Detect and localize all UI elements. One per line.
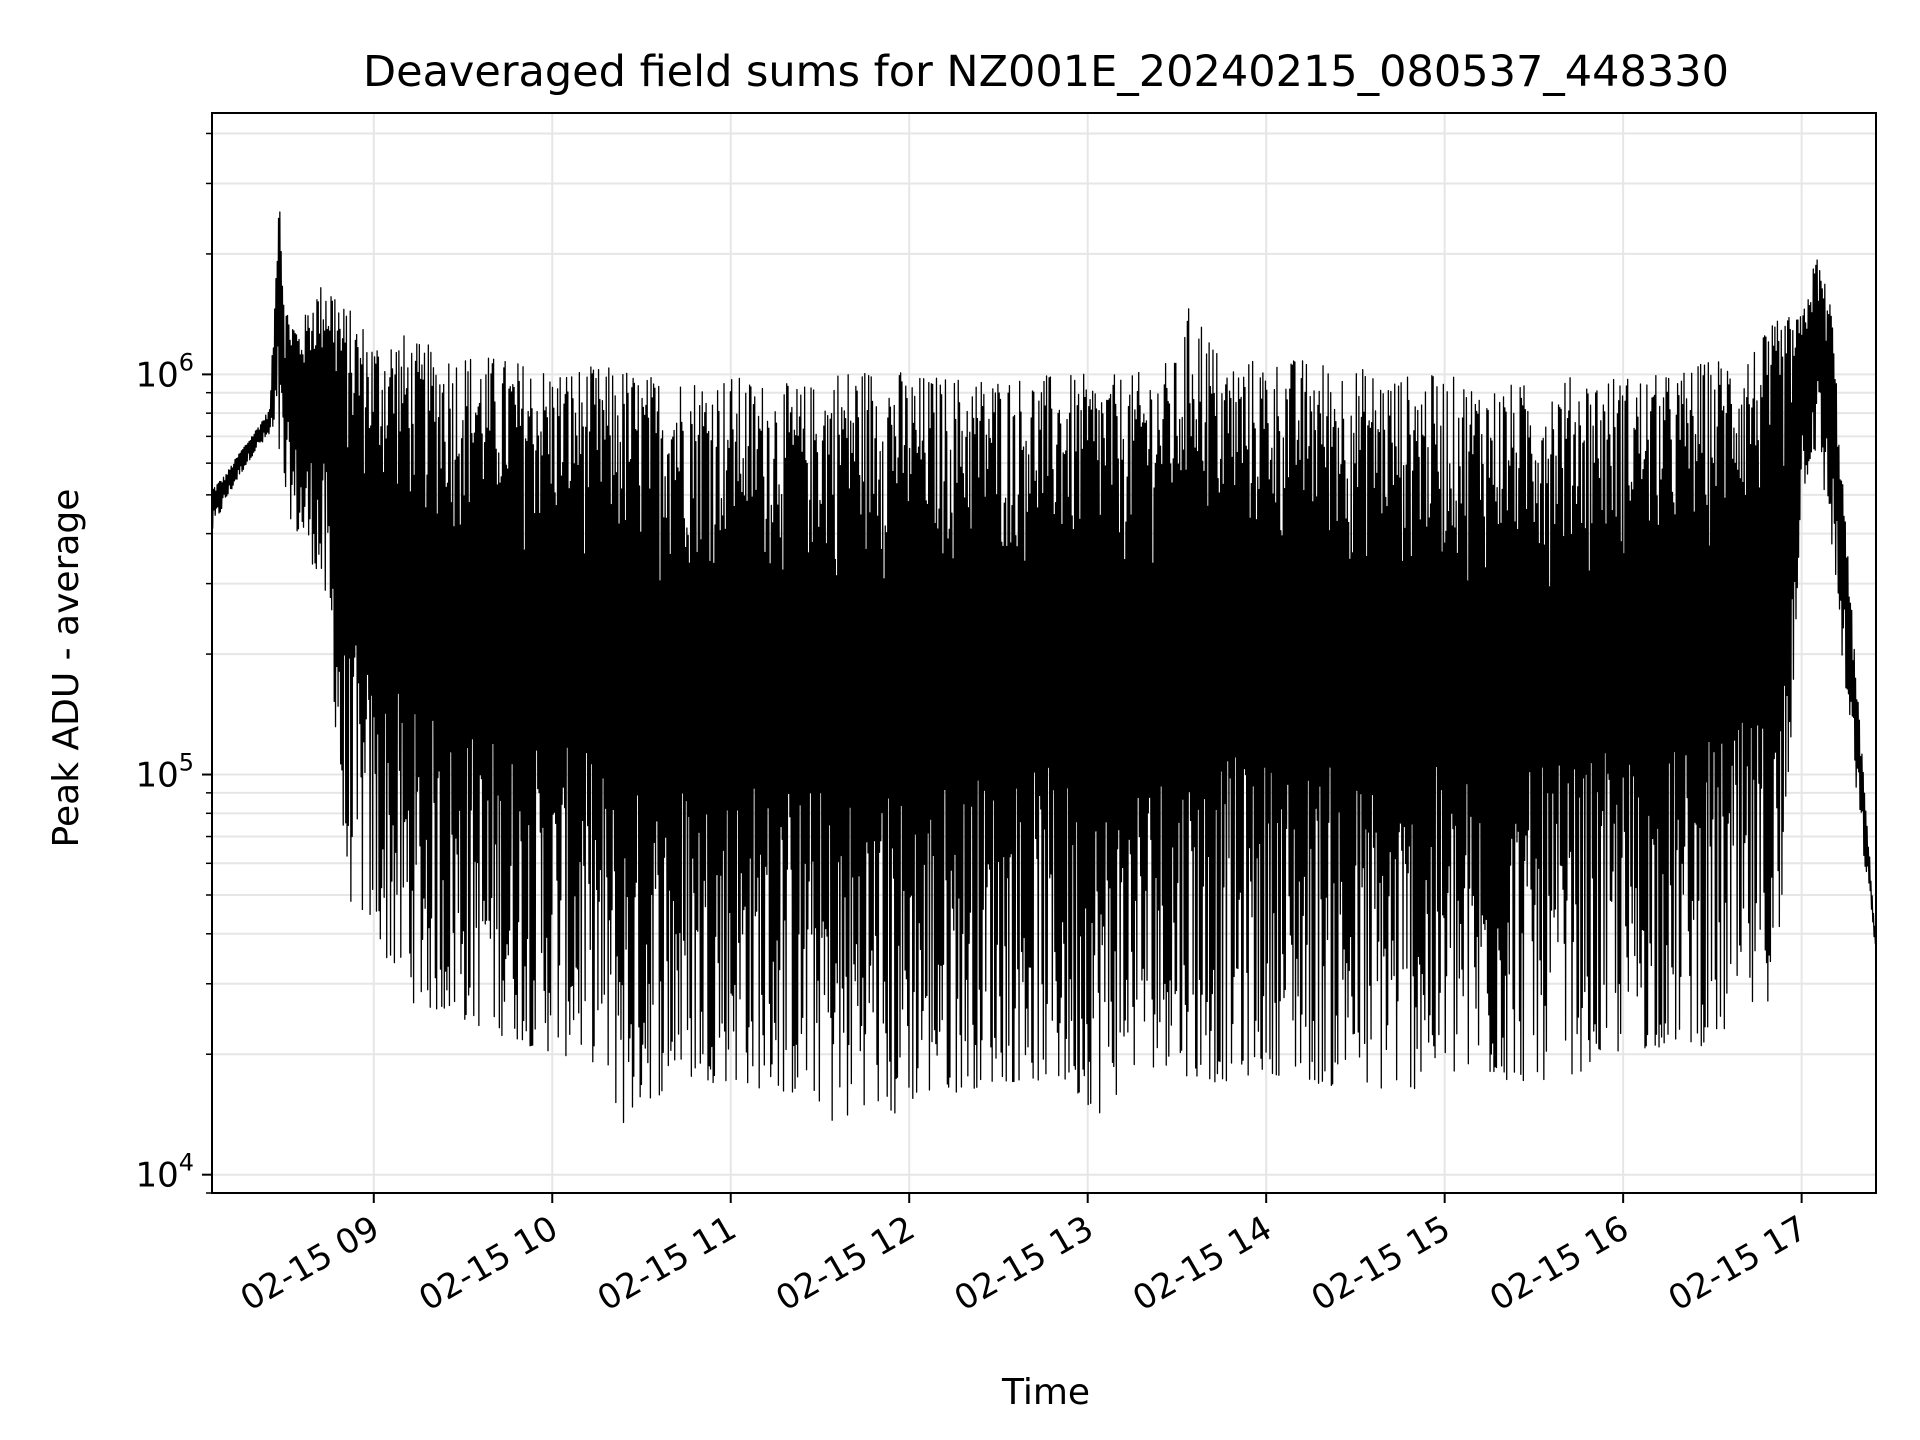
chart-title: Deaveraged field sums for NZ001E_2024021…: [363, 47, 1729, 97]
x-tick-label: 02-15 13: [948, 1208, 1100, 1319]
x-tick-label: 02-15 10: [412, 1208, 564, 1319]
plot-area: [212, 211, 1876, 1124]
x-tick-label: 02-15 11: [591, 1208, 743, 1319]
y-axis-title: Peak ADU - average: [46, 489, 87, 848]
x-tick-label: 02-15 17: [1662, 1208, 1814, 1319]
plot-frame: [211, 112, 1877, 1194]
x-axis-title: Time: [1001, 1372, 1090, 1413]
x-tick-label: 02-15 12: [769, 1208, 921, 1319]
y-tick-label: 106: [135, 348, 194, 395]
x-tick-label: 02-15 15: [1305, 1208, 1457, 1319]
y-tick-label: 105: [135, 749, 194, 796]
x-tick-label: 02-15 14: [1126, 1208, 1278, 1319]
y-tick-label: 104: [135, 1149, 194, 1196]
x-tick-label: 02-15 16: [1483, 1208, 1635, 1319]
x-tick-label: 02-15 09: [234, 1208, 386, 1319]
data-series-line: [212, 211, 1876, 1124]
